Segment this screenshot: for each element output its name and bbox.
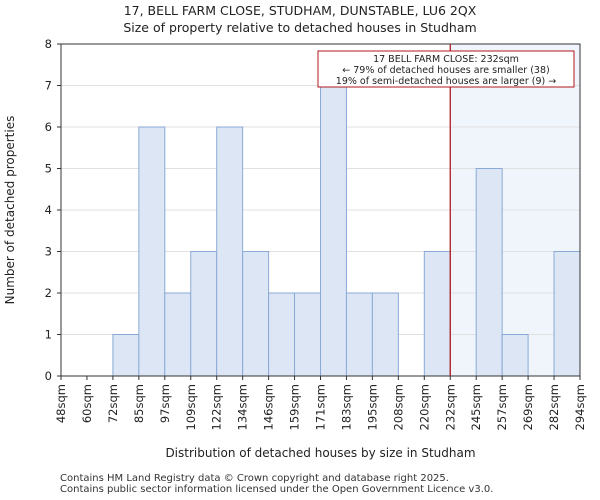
x-tick-label: 282sqm — [547, 384, 561, 430]
bar-109sqm — [190, 251, 218, 377]
annotation-line: 17 BELL FARM CLOSE: 232sqm — [373, 54, 519, 65]
x-tick-label: 109sqm — [184, 384, 198, 430]
chart-title: 17, BELL FARM CLOSE, STUDHAM, DUNSTABLE,… — [123, 3, 477, 18]
x-tick-label: 146sqm — [262, 384, 276, 430]
x-tick-label: 232sqm — [443, 384, 457, 430]
annotation-line: 19% of semi-detached houses are larger (… — [336, 76, 556, 87]
bar-257sqm — [501, 334, 529, 377]
x-tick-label: 97sqm — [158, 384, 172, 423]
x-tick-label: 257sqm — [495, 384, 509, 430]
bar-146sqm — [268, 292, 296, 377]
bar-195sqm — [371, 292, 399, 377]
bar-220sqm — [423, 251, 451, 377]
y-tick-label: 0 — [45, 369, 52, 383]
bar-171sqm — [320, 85, 347, 377]
x-tick-label: 122sqm — [210, 384, 224, 430]
x-tick-label: 72sqm — [106, 384, 120, 423]
bar-72sqm — [112, 334, 140, 377]
x-tick-label: 220sqm — [417, 384, 431, 430]
x-tick-label: 183sqm — [339, 384, 353, 430]
y-tick-label: 7 — [45, 79, 52, 93]
y-tick-label: 3 — [45, 245, 52, 259]
bar-85sqm — [138, 126, 166, 377]
bar-282sqm — [553, 251, 581, 377]
x-tick-label: 85sqm — [132, 384, 146, 423]
y-tick-label: 5 — [45, 162, 52, 176]
chart-subtitle: Size of property relative to detached ho… — [123, 20, 477, 35]
x-tick-label: 245sqm — [469, 384, 483, 430]
x-tick-label: 269sqm — [521, 384, 535, 430]
x-tick-label: 134sqm — [236, 384, 250, 430]
y-axis-title: Number of detached properties — [3, 116, 17, 305]
bar-245sqm — [475, 168, 503, 377]
annotation-box — [317, 50, 575, 88]
footer-copyright: Contains HM Land Registry data © Crown c… — [60, 473, 449, 484]
x-tick-label: 208sqm — [391, 384, 405, 430]
bar-97sqm — [164, 292, 192, 377]
bar-122sqm — [216, 126, 244, 377]
x-tick-label: 195sqm — [365, 384, 379, 430]
y-tick-label: 1 — [45, 328, 52, 342]
histogram-chart: 0 1 2 3 4 5 6 7 8 48sqm 60sqm 72sqm 85sqm 97sqm 109sqm… — [3, 37, 587, 460]
y-tick-label: 2 — [45, 286, 52, 300]
bar-159sqm — [294, 292, 321, 377]
x-tick-label: 294sqm — [573, 384, 587, 430]
x-tick-label: 60sqm — [80, 384, 94, 423]
x-tick-label: 171sqm — [314, 384, 328, 430]
bar-134sqm — [242, 251, 270, 377]
bar-183sqm — [345, 292, 373, 377]
x-axis-title: Distribution of detached houses by size … — [165, 446, 475, 460]
y-tick-label: 8 — [45, 37, 52, 51]
y-tick-label: 4 — [45, 203, 52, 217]
x-tick-label: 159sqm — [288, 384, 302, 430]
x-tick-label: 48sqm — [54, 384, 68, 423]
footer-licence: Contains public sector information licen… — [60, 484, 494, 495]
annotation-line: ← 79% of detached houses are smaller (38… — [342, 65, 549, 76]
plot-frame — [60, 43, 581, 377]
y-tick-label: 6 — [45, 120, 52, 134]
